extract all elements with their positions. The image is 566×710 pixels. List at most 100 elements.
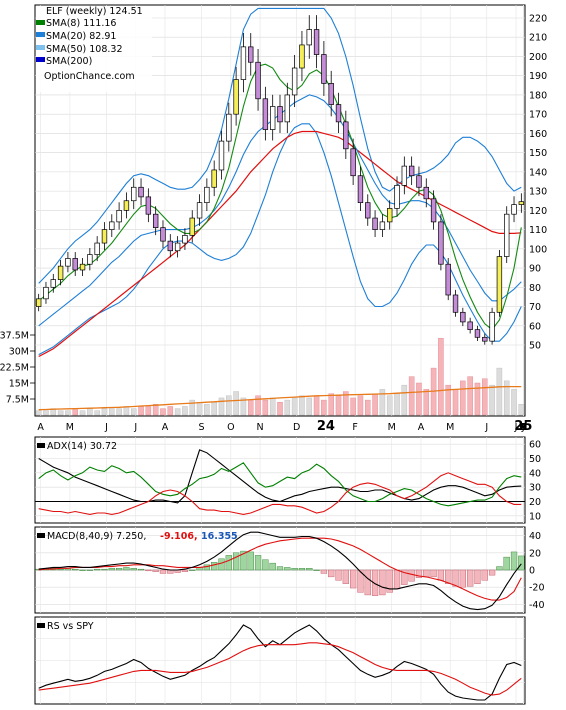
macd-tick-label: 0 bbox=[529, 566, 535, 577]
candle-body bbox=[174, 242, 181, 252]
macd-histogram-bar bbox=[393, 569, 401, 590]
volume-tick-labels: 37.5M 30M 22.5M 15M 7.5M bbox=[0, 331, 35, 406]
candle-body bbox=[50, 279, 56, 288]
rs-lines bbox=[38, 624, 522, 701]
macd-histogram-bar bbox=[137, 568, 145, 571]
adx-tick-labels: 10 20 30 40 50 60 bbox=[529, 440, 541, 523]
price-tick-label: 150 bbox=[529, 148, 547, 159]
adx-lines bbox=[38, 449, 522, 515]
price-tick-label: 190 bbox=[529, 71, 547, 82]
month-label: D bbox=[293, 422, 300, 433]
macd-histogram-bar bbox=[364, 569, 371, 596]
price-tick-label: 170 bbox=[529, 110, 547, 121]
volume-bar bbox=[401, 384, 408, 416]
price-tick-label: 200 bbox=[529, 52, 547, 63]
candle-body bbox=[204, 186, 210, 204]
volume-bar bbox=[299, 395, 305, 416]
volume-bar bbox=[321, 399, 327, 416]
candle-body bbox=[116, 210, 122, 223]
volume-bar bbox=[233, 391, 239, 416]
macd-tick-labels: 40 20 0 -20 -40 bbox=[529, 531, 545, 611]
macd-histogram-bar bbox=[211, 562, 218, 571]
month-label: N bbox=[257, 422, 264, 433]
macd-histogram bbox=[35, 550, 525, 596]
volume-bar bbox=[152, 404, 159, 416]
volume-bars bbox=[35, 338, 525, 416]
volume-bar bbox=[65, 410, 71, 416]
macd-histogram-bar bbox=[320, 569, 328, 574]
candle-body bbox=[248, 46, 254, 63]
month-label: A bbox=[418, 422, 425, 433]
upper-band-line bbox=[38, 7, 522, 284]
candle-body bbox=[438, 221, 444, 265]
volume-bar bbox=[255, 395, 261, 416]
volume-bar bbox=[35, 410, 42, 416]
volume-bar bbox=[116, 408, 122, 416]
macd-histogram-bar bbox=[276, 566, 284, 571]
volume-bar bbox=[438, 338, 444, 416]
legend-background bbox=[36, 6, 152, 92]
candle-body bbox=[226, 113, 232, 142]
macd-histogram-bar bbox=[342, 569, 349, 584]
macd-histogram-bar bbox=[247, 551, 254, 571]
candle-body bbox=[43, 286, 49, 300]
macd-histogram-bar bbox=[510, 551, 518, 571]
month-label: F bbox=[521, 422, 526, 433]
volume-bar bbox=[226, 395, 232, 416]
adx-tick-label: 30 bbox=[529, 483, 541, 494]
adx-tick-label: 60 bbox=[529, 440, 541, 451]
candle-body bbox=[218, 140, 225, 171]
candle-body bbox=[504, 213, 510, 257]
volume-bar bbox=[423, 389, 430, 416]
macd-histogram-bar bbox=[284, 567, 291, 571]
candle-body bbox=[350, 148, 356, 177]
candle-body bbox=[35, 298, 42, 307]
month-label: 24 bbox=[317, 419, 335, 434]
volume-bar bbox=[306, 397, 313, 416]
volume-bar bbox=[489, 384, 495, 416]
adx-swatch bbox=[37, 443, 45, 448]
macd-histogram-bar bbox=[130, 568, 137, 571]
macd-histogram-bar bbox=[101, 568, 108, 571]
candle-body bbox=[101, 229, 108, 244]
volume-bar bbox=[445, 384, 451, 416]
month-label: J bbox=[484, 422, 488, 433]
candle-body bbox=[138, 186, 144, 198]
month-label: N bbox=[520, 422, 527, 433]
macd-histogram-bar bbox=[386, 569, 393, 593]
candle-body bbox=[299, 44, 305, 69]
volume-bar bbox=[262, 399, 269, 416]
candle-body bbox=[152, 213, 159, 229]
volume-bar bbox=[496, 367, 503, 416]
adx-tick-label: 40 bbox=[529, 468, 541, 479]
sma50-line bbox=[38, 130, 522, 358]
macd-histogram-bar bbox=[218, 558, 225, 571]
candle-body bbox=[335, 104, 342, 123]
volume-bar bbox=[467, 376, 473, 416]
macd-histogram-bar bbox=[467, 569, 474, 587]
candle-body bbox=[255, 61, 261, 100]
macd-histogram-bar bbox=[189, 569, 196, 571]
price-tick-label: 70 bbox=[529, 302, 541, 313]
macd-histogram-bar bbox=[115, 568, 123, 571]
macd-histogram-bar bbox=[357, 569, 364, 593]
candle-body bbox=[467, 321, 473, 330]
adx-panel-frame bbox=[34, 436, 526, 524]
price-tick-labels: 50 60 70 80 90 100 110 120 130 140 150 160 170 180 190… bbox=[529, 14, 547, 352]
volume-bar bbox=[386, 395, 393, 416]
month-label: O bbox=[227, 422, 234, 433]
candle-body bbox=[401, 165, 408, 186]
macd-histogram-bar bbox=[57, 568, 64, 571]
adx-line bbox=[38, 449, 522, 504]
watermark: OptionChance.com bbox=[44, 71, 135, 82]
macd-histogram-bar bbox=[503, 556, 510, 571]
candle-body bbox=[416, 175, 422, 188]
volume-bar bbox=[167, 406, 174, 416]
volume-tick-label: 15M bbox=[9, 379, 29, 390]
macd-histogram-bar bbox=[328, 569, 335, 578]
macd-histogram-bar bbox=[401, 569, 408, 585]
adx-tick-label: 10 bbox=[529, 511, 541, 522]
candle-body bbox=[233, 79, 239, 115]
adx-tick-label: 20 bbox=[529, 497, 541, 508]
